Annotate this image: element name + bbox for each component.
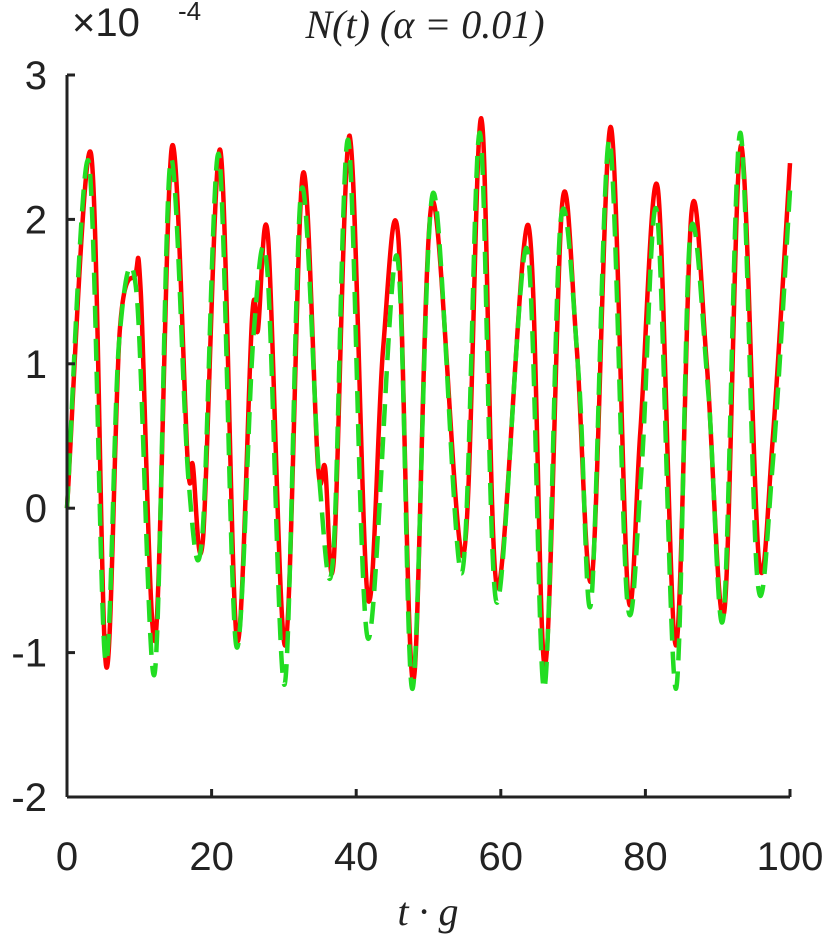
series-line: [64, 130, 793, 691]
y-tick-label: 2: [25, 198, 47, 242]
y-tick-label: -1: [11, 632, 47, 676]
y-multiplier-exponent: -4: [178, 0, 201, 26]
y-tick-label: -2: [11, 776, 47, 820]
x-tick-label: 40: [334, 835, 379, 879]
chart-title: N(t) (α = 0.01): [304, 2, 544, 47]
y-tick-label: 1: [25, 343, 47, 387]
x-tick-label: 60: [479, 835, 524, 879]
y-tick-label: 3: [25, 54, 47, 98]
x-tick-label: 20: [189, 835, 234, 879]
x-axis-label: t · g: [397, 889, 458, 934]
x-tick-label: 100: [757, 835, 824, 879]
x-tick-label: 80: [623, 835, 668, 879]
y-multiplier: ×10: [72, 1, 140, 45]
x-tick-label: 0: [56, 835, 78, 879]
y-tick-label: 0: [25, 487, 47, 531]
